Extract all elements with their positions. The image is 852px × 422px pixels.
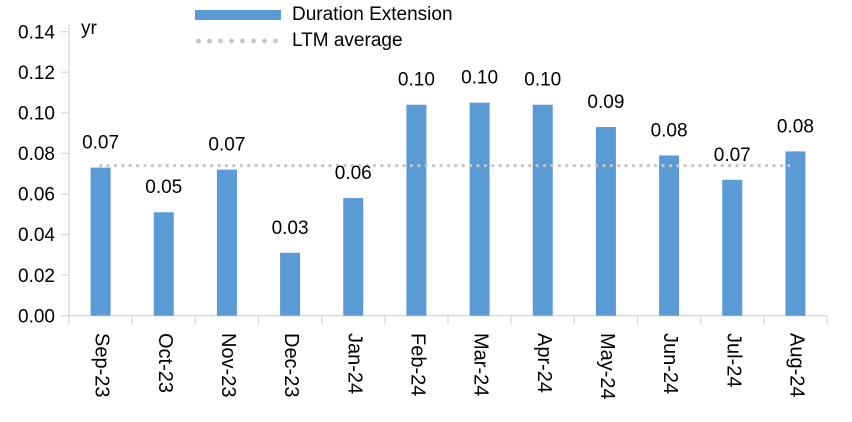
y-axis-tick-label: 0.06 [18,185,55,206]
bar-value-label: 0.06 [335,163,372,184]
y-axis-tick-label: 0.04 [18,225,55,246]
bar-value-label: 0.07 [82,133,119,154]
bar-jun-24 [659,155,680,316]
legend-item-duration-extension: Duration Extension [193,2,453,28]
x-axis-category-label: Dec-23 [280,333,302,397]
bar-aug-24 [785,151,806,316]
bar-value-label: 0.10 [461,68,498,89]
x-axis-category-label: Jan-24 [343,333,365,394]
legend-label-ltm-average: LTM average [292,30,403,51]
x-axis-category-label: Apr-24 [533,333,555,393]
bar-may-24 [595,127,616,316]
bar-dec-23 [280,252,301,316]
x-axis-category-label: Nov-23 [217,333,239,397]
x-axis-category-label: Aug-24 [785,333,807,398]
y-axis-tick-label: 0.00 [18,306,55,327]
bar-apr-24 [532,104,553,316]
bar-feb-24 [406,104,427,316]
bar-value-label: 0.10 [398,70,435,91]
x-axis-category-label: May-24 [596,333,618,400]
y-axis-tick-label: 0.02 [18,266,55,287]
bar-jan-24 [343,198,364,316]
y-axis-tick-label: 0.14 [18,22,55,43]
bar-value-label: 0.10 [524,70,561,91]
x-axis-category-label: Jun-24 [659,333,681,394]
x-axis-category-label: Jul-24 [722,333,744,387]
bar-value-label: 0.07 [208,135,245,156]
bar-jul-24 [722,179,743,316]
y-axis-tick-label: 0.10 [18,103,55,124]
bar-value-label: 0.08 [651,120,688,141]
x-axis-category-label: Feb-24 [406,333,428,396]
legend-dotted-line-swatch-icon [193,38,283,44]
y-axis-tick-label: 0.08 [18,144,55,165]
bar-sep-23 [90,167,111,316]
bar-value-label: 0.03 [272,218,309,239]
x-axis-category-label: Sep-23 [91,333,113,398]
x-axis-category-label: Oct-23 [154,333,176,393]
bar-value-label: 0.05 [145,177,182,198]
bar-oct-23 [153,212,174,316]
bar-nov-23 [216,169,237,316]
x-axis-category-label: Mar-24 [470,333,492,396]
legend-swatch-wrap [193,38,283,44]
bar-value-label: 0.08 [777,116,814,137]
bar-mar-24 [469,102,490,316]
legend-item-ltm-average: LTM average [193,28,453,54]
bar-value-label: 0.09 [587,92,624,113]
y-axis-unit-label: yr [81,18,97,39]
bar-value-label: 0.07 [714,145,751,166]
legend-swatch-wrap [193,10,283,20]
y-axis-tick-label: 0.12 [18,63,55,84]
legend-label-duration-extension: Duration Extension [292,4,453,25]
chart-legend: Duration Extension LTM average [193,2,453,54]
legend-bar-swatch-icon [195,10,281,20]
